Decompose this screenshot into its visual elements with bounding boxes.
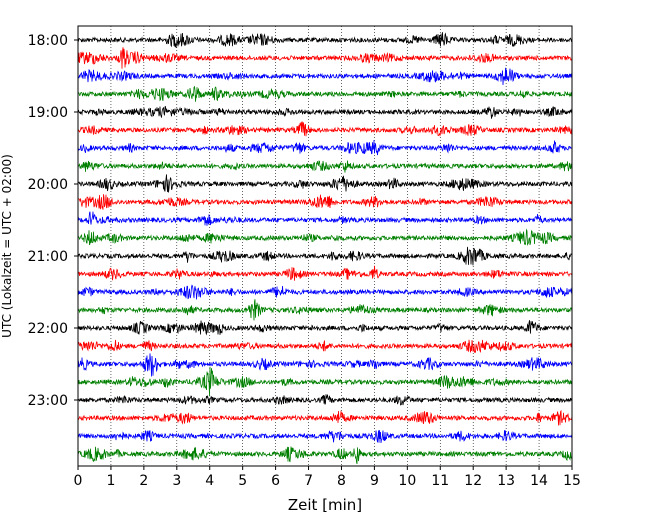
y-tick-label: 19:00: [28, 105, 68, 121]
seismic-trace: [77, 409, 573, 426]
seismic-trace: [77, 32, 573, 48]
x-tick-label: 11: [431, 473, 449, 489]
seismic-trace: [77, 67, 573, 86]
x-tick-label: 0: [74, 473, 83, 489]
x-tick-label: 6: [271, 473, 280, 489]
x-tick-label: 10: [398, 473, 416, 489]
seismic-trace: [77, 160, 573, 173]
seismic-trace: [77, 339, 573, 354]
x-tick-label: 4: [205, 473, 214, 489]
x-tick-label: 2: [139, 473, 148, 489]
x-axis-ticks: 0 1 2 3 4 5 6 7 8 9 10 11 12 13 14 15: [74, 466, 581, 489]
y-axis-ticks: 18:00 19:00 20:00 21:00 22:00 23:00: [28, 33, 78, 409]
x-tick-label: 13: [497, 473, 515, 489]
seismic-trace: [77, 353, 573, 377]
y-tick-label: 23:00: [28, 393, 68, 409]
seismic-trace: [77, 47, 573, 69]
x-tick-label: 12: [464, 473, 482, 489]
seismic-trace: [77, 121, 573, 137]
seismic-trace: [77, 246, 573, 266]
y-tick-label: 20:00: [28, 177, 68, 193]
x-tick-label: 8: [337, 473, 346, 489]
x-tick-label: 9: [370, 473, 379, 489]
seismic-trace: [77, 85, 573, 102]
seismic-trace: [77, 430, 573, 444]
y-tick-label: 22:00: [28, 321, 68, 337]
seismic-trace: [77, 105, 573, 119]
seismic-trace: [77, 228, 573, 247]
x-tick-label: 15: [563, 473, 581, 489]
seismic-trace: [77, 366, 573, 397]
plot-frame: [77, 25, 573, 467]
seismic-trace: [77, 211, 573, 226]
traces: [77, 32, 573, 465]
y-axis-label: UTC (Lokalzeit = UTC + 02:00): [0, 154, 14, 338]
seismic-trace: [77, 299, 573, 321]
x-axis-label: Zeit [min]: [288, 496, 362, 514]
x-tick-label: 5: [238, 473, 247, 489]
seismic-trace: [77, 446, 573, 465]
x-tick-label: 7: [304, 473, 313, 489]
seismic-trace: [77, 139, 573, 156]
y-tick-label: 21:00: [28, 249, 68, 265]
seismic-trace: [77, 394, 573, 406]
seismic-trace: [77, 320, 573, 336]
seismic-trace: [77, 194, 573, 210]
seismic-trace: [77, 265, 573, 281]
x-tick-label: 3: [172, 473, 181, 489]
seismic-trace: [77, 174, 573, 193]
x-tick-label: 1: [106, 473, 115, 489]
seismic-trace: [77, 284, 573, 300]
x-tick-label: 14: [530, 473, 548, 489]
y-tick-label: 18:00: [28, 33, 68, 49]
